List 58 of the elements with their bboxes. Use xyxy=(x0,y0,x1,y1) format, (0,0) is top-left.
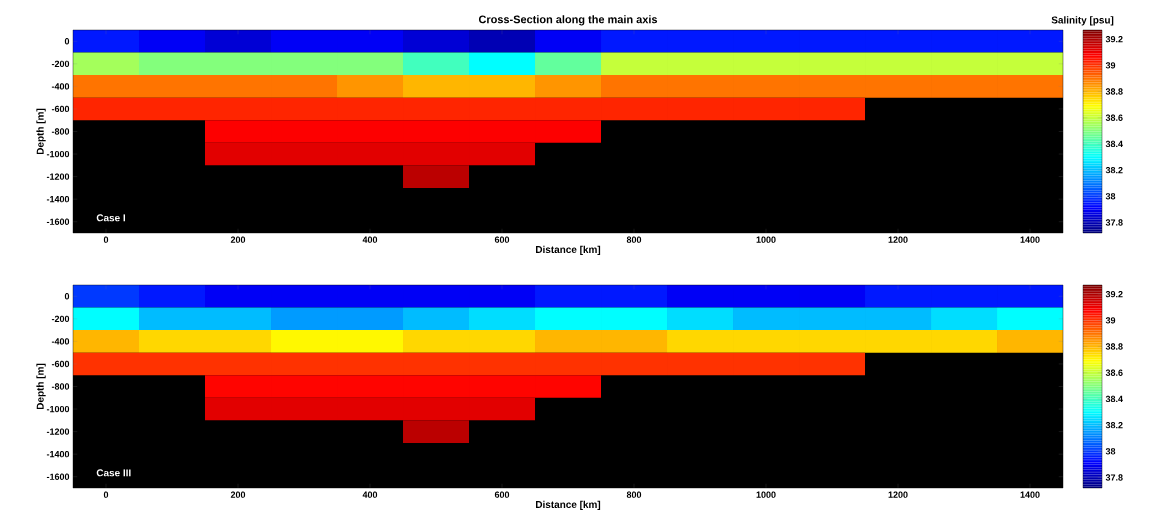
y-axis-title: Depth [m] xyxy=(36,108,46,155)
color-bar-title: Salinity [psu] xyxy=(1051,16,1114,26)
x-tick-label: 1000 xyxy=(756,236,776,243)
x-tick-label: 0 xyxy=(103,236,109,243)
color-bar-label: 39 xyxy=(1105,62,1116,69)
y-tick-label: 0 xyxy=(64,293,70,300)
color-bar-label: 38.8 xyxy=(1105,88,1123,95)
x-tick-label: 400 xyxy=(362,491,378,498)
y-tick-label: -1400 xyxy=(46,450,70,458)
x-tick-label: 1400 xyxy=(1020,491,1040,498)
x-tick-label: 600 xyxy=(494,236,510,243)
y-tick-label: -400 xyxy=(51,83,70,90)
x-axis-title: Distance [km] xyxy=(536,245,601,255)
x-tick-label: 800 xyxy=(626,236,642,243)
color-bar-label: 38.6 xyxy=(1105,369,1123,376)
annotation: Case I xyxy=(96,214,125,222)
y-tick-label: -200 xyxy=(51,315,70,323)
y-tick-label: -1200 xyxy=(46,173,70,180)
y-tick-label: -600 xyxy=(51,360,70,368)
color-bar-label: 38 xyxy=(1105,193,1116,200)
y-axis-title: Depth [m] xyxy=(36,363,46,410)
x-tick-label: 1200 xyxy=(888,236,908,243)
y-tick-label: -1600 xyxy=(46,473,70,480)
y-tick-label: -800 xyxy=(51,128,70,135)
annotation: Case III xyxy=(96,469,131,477)
x-tick-label: 600 xyxy=(494,491,510,498)
color-bar-label: 39 xyxy=(1105,317,1116,324)
x-tick-label: 0 xyxy=(103,491,109,498)
color-bar-label: 38.2 xyxy=(1105,166,1123,174)
y-tick-label: -1000 xyxy=(46,405,70,413)
y-tick-label: -1200 xyxy=(46,428,70,435)
x-tick-label: 200 xyxy=(230,236,246,243)
chart-title: Cross-Section along the main axis xyxy=(478,15,658,26)
y-tick-label: -600 xyxy=(51,105,70,113)
y-tick-label: 0 xyxy=(64,38,70,45)
y-tick-label: -800 xyxy=(51,383,70,390)
color-bar-label: 38 xyxy=(1105,448,1116,455)
color-bar-label: 37.8 xyxy=(1105,474,1123,481)
x-tick-label: 400 xyxy=(362,236,378,243)
color-bar-label: 38.4 xyxy=(1105,395,1123,403)
color-bar-label: 39.2 xyxy=(1105,290,1123,298)
x-axis-title: Distance [km] xyxy=(536,500,601,511)
y-tick-label: -1400 xyxy=(46,195,70,203)
x-tick-label: 1400 xyxy=(1020,236,1040,243)
y-tick-label: -1000 xyxy=(46,150,70,158)
y-tick-label: -1600 xyxy=(46,218,70,225)
color-bar-label: 37.8 xyxy=(1105,219,1123,226)
x-tick-label: 1000 xyxy=(756,491,776,498)
y-tick-label: -400 xyxy=(51,338,70,345)
x-tick-label: 200 xyxy=(230,491,246,498)
x-tick-label: 1200 xyxy=(888,491,908,498)
color-bar-label: 38.2 xyxy=(1105,421,1123,429)
color-bar-label: 38.6 xyxy=(1105,114,1123,121)
color-bar-label: 39.2 xyxy=(1105,35,1123,43)
y-tick-label: -200 xyxy=(51,60,70,68)
color-bar-label: 38.8 xyxy=(1105,343,1123,350)
color-bar-label: 38.4 xyxy=(1105,140,1123,148)
x-tick-label: 800 xyxy=(626,491,642,498)
